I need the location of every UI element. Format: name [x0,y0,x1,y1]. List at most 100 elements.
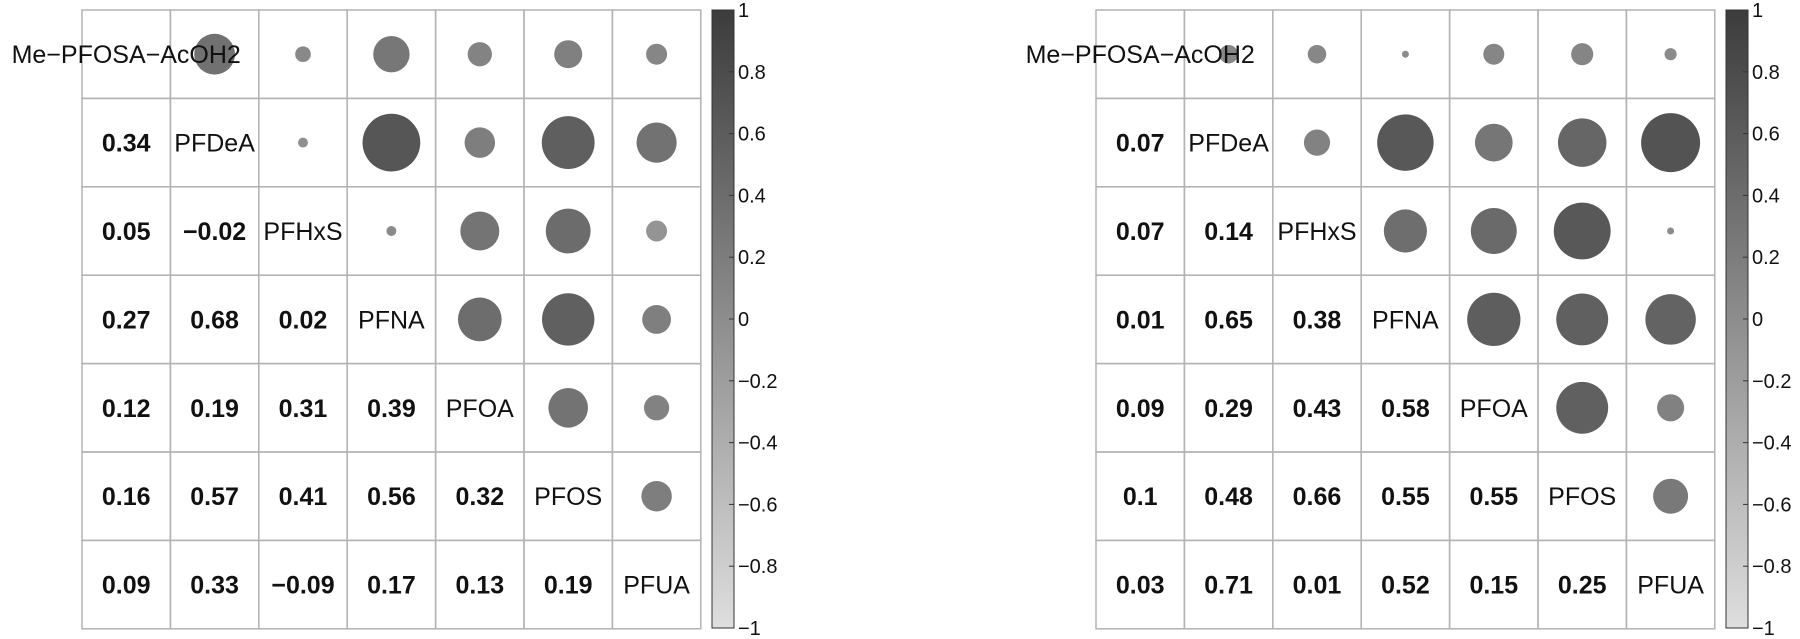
coefficient-label: 0.52 [1381,572,1430,600]
variable-label: PFNA [358,306,425,334]
colorbar-tick-label: 1 [738,0,749,22]
colorbar-tick-label: 1 [1752,0,1763,22]
coefficient-label: 0.71 [1204,572,1253,600]
coefficient-label: 0.03 [1116,572,1165,600]
coefficient-label: 0.55 [1381,483,1430,511]
coefficient-label: 0.09 [102,572,151,600]
correlation-circle [457,297,502,342]
colorbar-tick-label: 0 [738,309,749,331]
correlation-circle [464,127,496,158]
correlation-circle [362,113,421,172]
colorbar-tick-label: −0.8 [738,556,777,578]
colorbar-tick-label: −0.6 [1752,494,1791,516]
coefficient-label: −0.09 [271,572,334,600]
colorbar-tick-label: −0.4 [1752,433,1791,455]
coefficient-label: 0.13 [455,572,504,600]
coefficient-label: 0.15 [1469,572,1518,600]
correlation-circle [1470,208,1517,254]
correlation-circle [1557,118,1607,167]
grid-cell [611,539,702,630]
colorbar-tick-label: −0.2 [1752,371,1791,393]
coefficient-label: 0.33 [190,572,239,600]
coefficient-label: −0.02 [183,218,246,246]
coefficient-label: 0.17 [367,572,416,600]
correlation-circle [554,40,583,69]
colorbar-gradient [1726,10,1748,628]
correlation-circle [298,137,308,148]
coefficient-label: 0.1 [1123,483,1158,511]
colorbar-tick-label: 0.4 [738,185,766,207]
coefficient-label: 0.09 [1116,395,1165,423]
colorbar-tick-label: −0.2 [738,371,777,393]
correlation-circle [542,293,595,346]
colorbar-tick-label: −1 [1752,618,1775,639]
variable-label: PFOA [1460,395,1528,423]
coefficient-label: 0.07 [1116,130,1165,158]
coefficient-label: 0.66 [1293,483,1342,511]
correlation-circle [1667,227,1675,235]
correlation-circle [460,211,500,251]
correlation-circle [194,33,236,75]
correlation-circle [1556,381,1609,434]
coefficient-label: 0.05 [102,218,151,246]
grid-cell [1625,539,1716,630]
correlation-circle [636,122,677,163]
variable-label: PFUA [623,572,690,600]
coefficient-label: 0.34 [102,130,151,158]
correlation-circle [643,395,670,421]
correlation-matrix-right: Me−PFOSA−AcOH2 PFDeA PFHxS PFNA PFOA PFOS PFUA… [1026,0,1792,639]
coefficient-label: 0.56 [367,483,416,511]
colorbar-tick-label: −0.6 [738,494,777,516]
correlation-circle [373,36,410,73]
variable-label: PFOA [446,395,514,423]
colorbar-tick-label: −0.8 [1752,556,1791,578]
coefficient-label: 0.55 [1469,483,1518,511]
colorbar-tick-label: 0.6 [1752,124,1780,146]
coefficient-label: 0.31 [279,395,328,423]
colorbar-tick-label: 0.4 [1752,185,1780,207]
colorbar-tick-label: −0.4 [738,433,777,455]
coefficient-label: 0.32 [455,483,504,511]
correlation-circle [1307,44,1327,64]
coefficient-label: 0.68 [190,306,239,334]
coefficient-label: 0.25 [1558,572,1607,600]
coefficient-label: 0.29 [1204,395,1253,423]
coefficient-label: 0.65 [1204,306,1253,334]
correlation-circle [1653,478,1689,514]
variable-label: PFDeA [1188,130,1269,158]
correlation-circle [1383,209,1427,253]
correlation-matrix-left: Me−PFOSA−AcOH2 PFDeA PFHxS PFNA PFOA PFOS PFUA… [12,0,778,639]
correlation-circle [1645,294,1696,345]
variable-label: Me−PFOSA−AcOH2 [12,41,241,69]
coefficient-label: 0.58 [1381,395,1430,423]
coefficient-label: 0.01 [1116,306,1165,334]
coefficient-label: 0.57 [190,483,239,511]
colorbar-tick-label: 0.2 [1752,247,1780,269]
variable-label: PFNA [1372,306,1439,334]
variable-label: PFHxS [263,218,342,246]
coefficient-label: 0.07 [1116,218,1165,246]
coefficient-label: 0.19 [190,395,239,423]
correlation-circle [1401,50,1409,58]
correlation-circle [1657,394,1685,422]
correlation-circle [1483,43,1505,65]
correlation-circle [1474,123,1513,162]
correlation-circle [1219,44,1238,64]
correlation-circle [641,480,672,512]
correlation-circle [1553,202,1611,260]
coefficient-label: 0.27 [102,306,151,334]
correlation-circle [1664,48,1677,61]
correlation-circle [646,220,668,242]
correlation-circle [386,226,397,236]
variable-label: PFUA [1637,572,1704,600]
coefficient-label: 0.12 [102,395,151,423]
colorbar-tick-label: 0.8 [738,62,766,84]
colorbar-tick-label: 0 [1752,309,1763,331]
correlation-circle [548,388,588,428]
variable-label: PFOS [1548,483,1616,511]
coefficient-label: 0.19 [544,572,593,600]
correlation-circle [646,43,668,65]
coefficient-label: 0.14 [1204,218,1253,246]
coefficient-label: 0.48 [1204,483,1253,511]
correlation-circle [467,42,492,67]
